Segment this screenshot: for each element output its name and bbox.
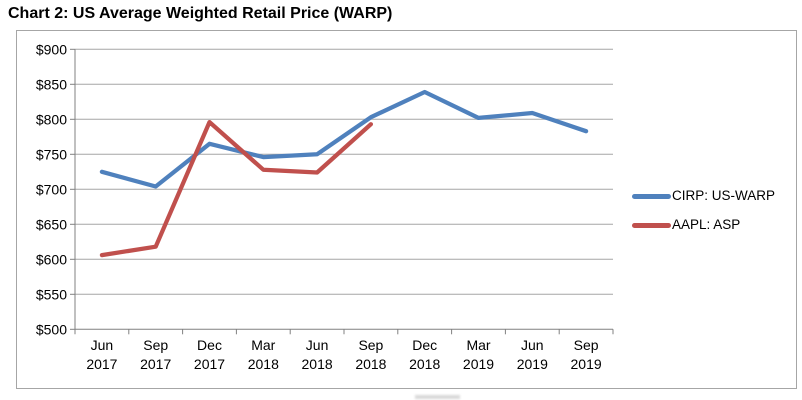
x-axis-label-month: Mar (466, 337, 490, 353)
x-axis-label-month: Dec (197, 337, 222, 353)
y-axis-label: $900 (36, 41, 67, 57)
line-chart: $500 $550 $600 $650 $700 $750 $800 $850 $900 Jun 2… (36, 41, 614, 372)
x-axis-label-year: 2018 (302, 356, 333, 372)
x-axis-label-month: Sep (574, 337, 599, 353)
x-axis-label-year: 2017 (86, 356, 117, 372)
y-axis-label: $850 (36, 76, 67, 92)
y-axis-label: $550 (36, 286, 67, 302)
legend-label: CIRP: US-WARP (672, 188, 776, 203)
legend-item-cirp-us-warp: CIRP: US-WARP (632, 188, 775, 204)
chart-plot-container: $500 $550 $600 $650 $700 $750 $800 $850 $900 Jun 2… (16, 30, 797, 389)
cropped-text-remnant (415, 395, 460, 399)
legend-item-aapl-asp: AAPL: ASP (632, 217, 775, 233)
aapl-asp-line-swatch (632, 222, 671, 228)
x-axis-label-year: 2018 (409, 356, 440, 372)
y-axis-label: $700 (36, 181, 67, 197)
x-axis-label-year: 2018 (248, 356, 279, 372)
chart-legend: CIRP: US-WARP AAPL: ASP (632, 188, 775, 233)
y-axis-label: $750 (36, 146, 67, 162)
legend-label: AAPL: ASP (672, 217, 741, 232)
x-axis-label-month: Mar (251, 337, 275, 353)
x-axis-label-year: 2017 (140, 356, 171, 372)
x-axis-label-year: 2019 (463, 356, 494, 372)
chart-title: Chart 2: US Average Weighted Retail Pric… (8, 5, 393, 22)
x-axis-label-year: 2018 (355, 356, 386, 372)
x-axis-label-year: 2019 (517, 356, 548, 372)
x-axis-label-month: Jun (306, 337, 329, 353)
x-axis-label-year: 2017 (194, 356, 225, 372)
y-axis-label: $600 (36, 251, 67, 267)
y-axis-label: $500 (36, 321, 67, 337)
x-axis-label-month: Dec (412, 337, 437, 353)
y-axis-label: $800 (36, 111, 67, 127)
cirp-us-warp-line-swatch (632, 193, 671, 199)
x-axis-label-month: Sep (143, 337, 168, 353)
x-axis-label-month: Sep (358, 337, 383, 353)
x-axis-label-month: Jun (521, 337, 544, 353)
y-axis-label: $650 (36, 216, 67, 232)
x-axis-label-year: 2019 (571, 356, 602, 372)
series-line-aapl-asp (99, 119, 374, 258)
series-line-cirp-us-warp (99, 89, 589, 189)
x-axis-label-month: Jun (91, 337, 114, 353)
